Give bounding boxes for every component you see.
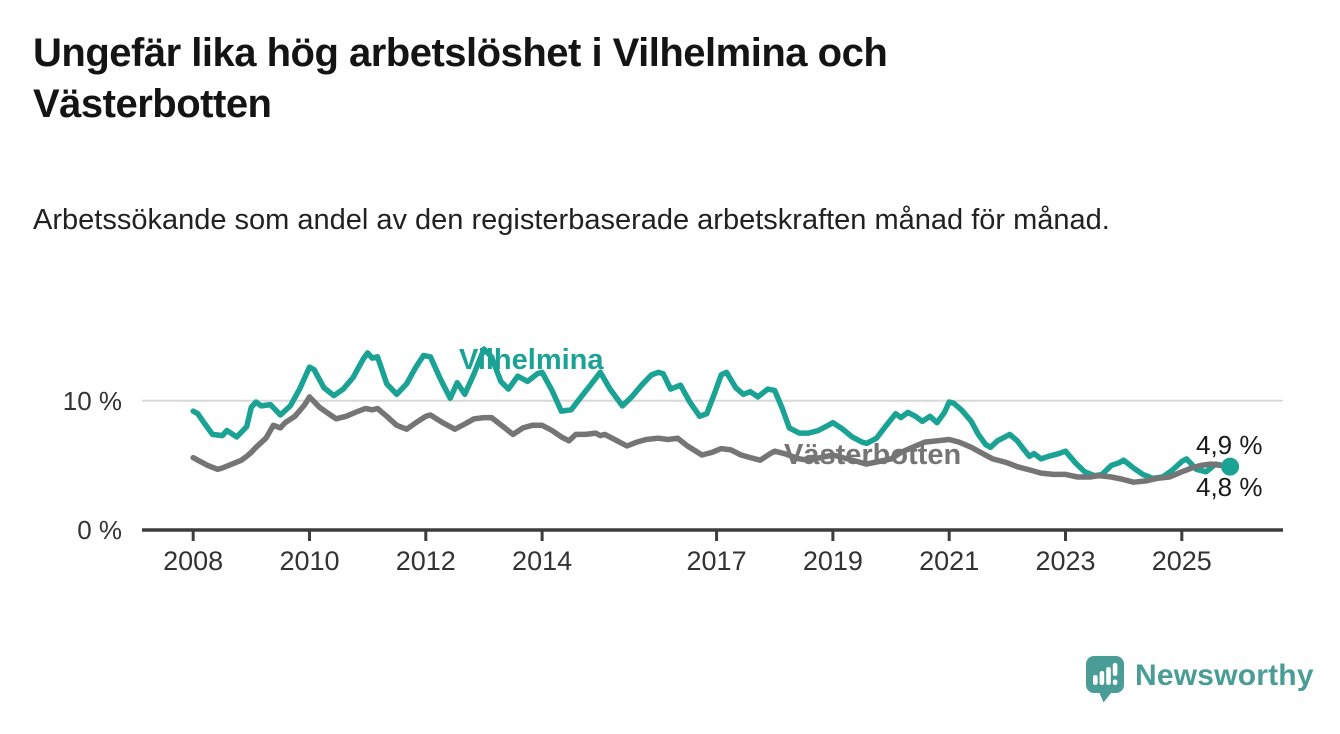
chart-title: Ungefär lika hög arbetslöshet i Vilhelmi…: [33, 31, 888, 127]
x-tick-label: 2019: [802, 546, 863, 576]
brand-name: Newsworthy: [1135, 659, 1314, 692]
y-tick-label: 0 %: [77, 515, 122, 545]
vilhelmina-end-dot: [1221, 457, 1240, 476]
x-tick-label: 2014: [512, 546, 573, 576]
vasterbotten-line: [190, 394, 1233, 485]
vilhelmina-line: [190, 346, 1233, 482]
vasterbotten-series-label: Västerbotten: [784, 439, 962, 471]
x-tick-label: 2025: [1151, 546, 1212, 576]
newsworthy-logo: Newsworthy: [1086, 656, 1314, 704]
x-tick-label: 2017: [686, 546, 747, 576]
vilhelmina-end-value: 4,9 %: [1196, 430, 1263, 460]
x-axis-ticks: [191, 530, 1184, 541]
vilhelmina-series-label: Vilhelmina: [459, 344, 604, 376]
vasterbotten-end-value: 4,8 %: [1196, 472, 1263, 502]
x-tick-label: 2023: [1035, 546, 1096, 576]
y-tick-label: 10 %: [62, 385, 122, 416]
x-tick-label: 2010: [279, 546, 340, 576]
chart-subtitle: Arbetssökande som andel av den registerb…: [33, 204, 1110, 236]
x-tick-label: 2008: [163, 546, 224, 576]
x-tick-label: 2012: [395, 546, 456, 576]
bar-chart-speech-bubble-icon: [1086, 656, 1124, 703]
x-tick-label: 2021: [919, 546, 980, 576]
